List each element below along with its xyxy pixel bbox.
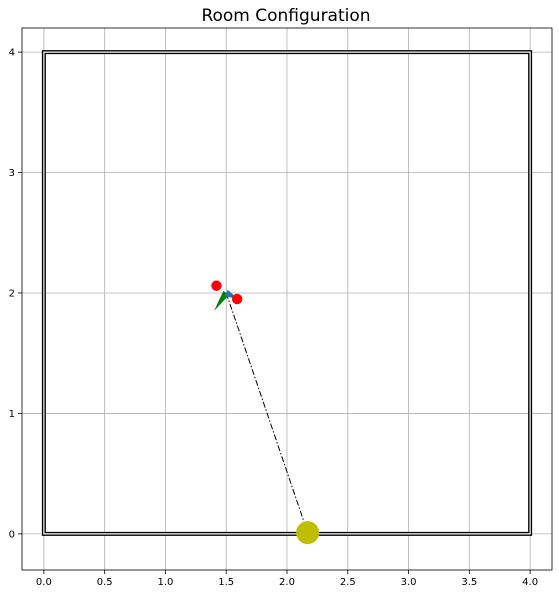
source-line-layer (225, 292, 309, 533)
y-tick-label: 2 (9, 288, 15, 299)
source-marker (296, 521, 320, 545)
axis-ticks: 0.0 0.5 1.0 1.5 2.0 2.5 3.0 3.5 4.0 0 1 2 3 4 (9, 48, 538, 588)
x-tick-label: 2.0 (279, 577, 295, 588)
x-tick-label: 0.5 (97, 577, 113, 588)
grid (22, 28, 552, 570)
x-tick-label: 3.0 (401, 577, 417, 588)
source-direction-line (225, 292, 309, 533)
y-tick-label: 4 (9, 48, 15, 59)
x-tick-label: 4.0 (522, 577, 538, 588)
y-tick-label: 0 (9, 529, 15, 540)
room-walls (41, 50, 533, 536)
markers (211, 280, 320, 545)
microphone-marker (231, 293, 243, 305)
x-tick-label: 1.0 (157, 577, 173, 588)
room-wall-inner (43, 51, 531, 535)
y-tick-label: 3 (9, 168, 15, 179)
x-tick-label: 1.5 (218, 577, 234, 588)
x-tick-label: 3.5 (461, 577, 477, 588)
x-tick-label: 0.0 (36, 577, 52, 588)
y-tick-label: 1 (9, 409, 15, 420)
microphone-marker (211, 280, 222, 291)
x-tick-label: 2.5 (340, 577, 356, 588)
chart-title: Room Configuration (201, 6, 370, 26)
